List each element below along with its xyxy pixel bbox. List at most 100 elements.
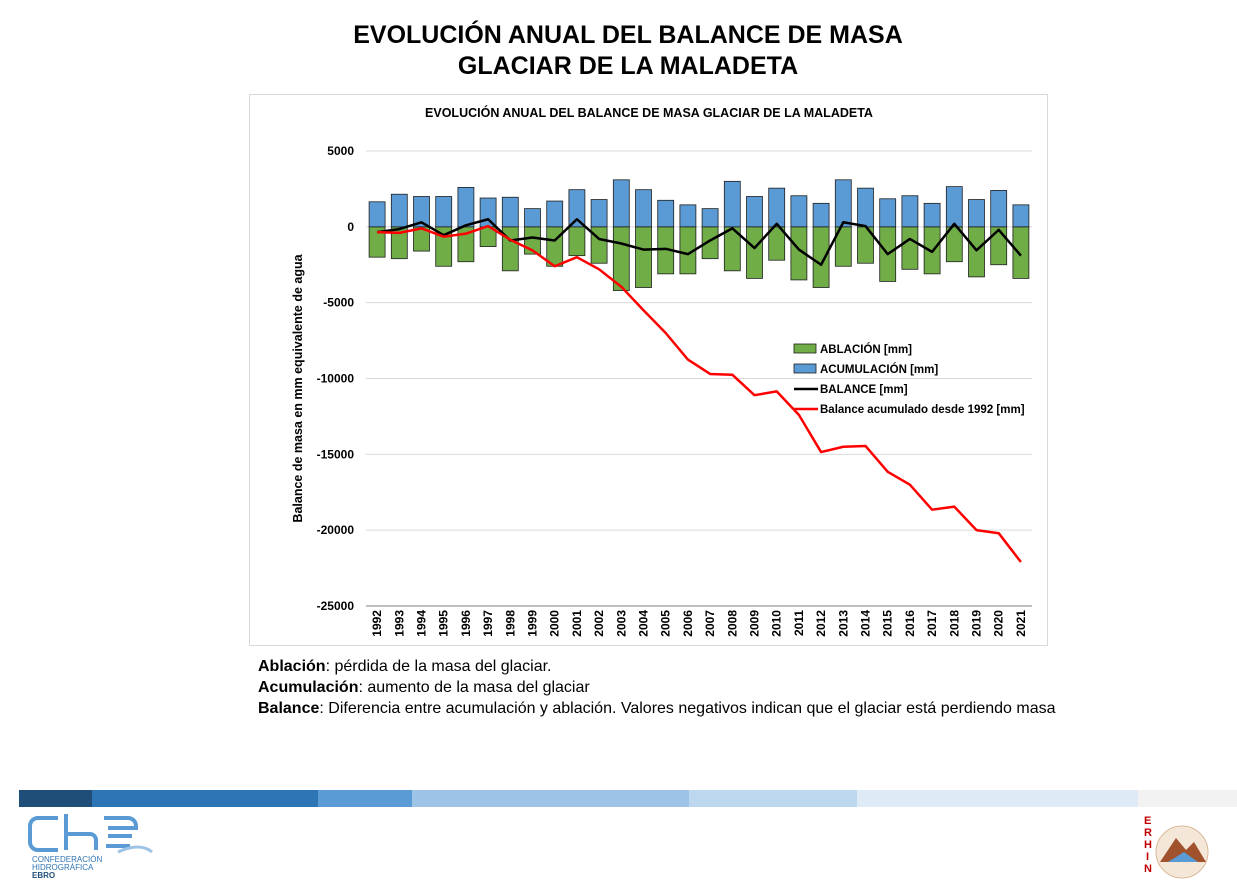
bar (945, 186, 963, 228)
bar (723, 180, 741, 228)
bar (524, 208, 541, 228)
x-tick-label: 2005 (659, 610, 673, 637)
x-tick-label: 2002 (592, 610, 606, 637)
che-logo-line3: EBRO (32, 871, 55, 880)
y-axis-label: Balance de masa en mm equivalente de agu… (291, 253, 305, 522)
x-tick-label: 2003 (614, 610, 628, 637)
chart-svg: EVOLUCIÓN ANUAL DEL BALANCE DE MASA GLAC… (291, 105, 1032, 637)
note-acumulacion: Acumulación: aumento de la masa del glac… (258, 677, 1056, 698)
note-balance: Balance: Diferencia entre acumulación y … (258, 698, 1056, 719)
chart-title: EVOLUCIÓN ANUAL DEL BALANCE DE MASA GLAC… (425, 105, 873, 120)
page-title: EVOLUCIÓN ANUAL DEL BALANCE DE MASA GLAC… (0, 20, 1237, 82)
page-title-line1: EVOLUCIÓN ANUAL DEL BALANCE DE MASA (353, 21, 903, 49)
bar (901, 226, 919, 270)
x-tick-label: 2009 (748, 610, 762, 637)
bar (590, 226, 608, 264)
bar (590, 199, 608, 228)
x-tick-label: 2000 (548, 610, 562, 637)
bar (635, 189, 652, 228)
bar (568, 189, 586, 228)
x-tick-label: 2004 (637, 610, 651, 637)
legend-label: Balance acumulado desde 1992 [mm] (820, 404, 1025, 416)
bar (857, 187, 874, 228)
y-tick-label: -25000 (317, 599, 355, 613)
note-text: : aumento de la masa del glaciar (358, 679, 590, 696)
x-tick-label: 2021 (1014, 610, 1028, 637)
y-tick-label: 5000 (327, 144, 354, 158)
bar (612, 179, 630, 228)
erhin-logo: E R H I N (1144, 815, 1209, 879)
page-title-line2: GLACIAR DE LA MALADETA (457, 52, 799, 80)
y-tick-label: 0 (347, 220, 354, 234)
bar (790, 195, 808, 228)
che-logo-line2: HIDROGRÁFICA (32, 863, 94, 872)
bar (501, 196, 519, 228)
bar (879, 198, 897, 228)
erhin-letter: R (1144, 827, 1152, 839)
bar (635, 226, 652, 288)
che-logo: CONFEDERACIÓN HIDROGRÁFICA EBRO (28, 814, 153, 880)
y-tick-label: -10000 (317, 372, 355, 386)
x-tick-label: 2018 (947, 610, 961, 637)
bar (901, 195, 919, 228)
x-tick-label: 2019 (970, 610, 984, 637)
series-line (376, 218, 1022, 266)
x-tick-label: 1994 (415, 610, 429, 637)
notes: Ablación: pérdida de la masa del glaciar… (258, 656, 1056, 719)
x-tick-label: 2012 (814, 610, 828, 637)
erhin-letter: E (1144, 815, 1151, 827)
che-logo-line1: CONFEDERACIÓN (32, 855, 102, 864)
note-term: Acumulación (258, 679, 359, 696)
x-tick-label: 2016 (903, 610, 917, 637)
bar (768, 187, 786, 228)
bar (657, 199, 675, 228)
bar (457, 187, 475, 228)
footer-stripe-segment (19, 790, 92, 807)
x-tick-label: 2008 (725, 610, 739, 637)
x-tick-label: 2020 (992, 610, 1006, 637)
bar (568, 226, 586, 257)
erhin-letter: H (1144, 839, 1152, 851)
footer-stripe-segment (92, 790, 318, 807)
y-tick-label: -20000 (317, 523, 355, 537)
x-tick-label: 2014 (859, 610, 873, 637)
footer-stripe-segment (1138, 790, 1237, 807)
series-line (377, 224, 1022, 563)
x-tick-label: 2006 (681, 610, 695, 637)
bar (746, 226, 763, 279)
bar (368, 201, 386, 228)
bar (968, 199, 985, 228)
x-tick-label: 2017 (925, 610, 939, 637)
bar (968, 226, 985, 278)
legend-swatch (793, 343, 817, 354)
bar (746, 196, 763, 228)
note-term: Ablación (258, 658, 326, 675)
footer-stripe-segment (412, 790, 689, 807)
bar (479, 197, 497, 228)
bar (679, 204, 697, 228)
y-tick-label: -5000 (323, 296, 354, 310)
bar (701, 208, 719, 228)
x-tick-label: 2001 (570, 610, 584, 637)
x-tick-label: 2011 (792, 610, 806, 636)
bar (390, 193, 408, 228)
bar (1012, 204, 1030, 228)
legend-label: ABLACIÓN [mm] (820, 343, 912, 356)
x-tick-label: 2015 (881, 610, 895, 637)
legend-swatch (793, 363, 817, 374)
bar (834, 179, 852, 228)
x-tick-label: 1997 (481, 610, 495, 637)
note-ablacion: Ablación: pérdida de la masa del glaciar… (258, 656, 1056, 677)
footer-stripe-segment (689, 790, 857, 807)
bar (812, 226, 830, 288)
x-tick-label: 2010 (770, 610, 784, 637)
x-tick-label: 1995 (437, 610, 451, 637)
x-tick-label: 1993 (392, 610, 406, 637)
bar (990, 190, 1008, 228)
x-tick-label: 2013 (836, 610, 850, 637)
x-tick-label: 1999 (526, 610, 540, 637)
bar (435, 196, 453, 228)
y-tick-label: -15000 (317, 447, 355, 461)
footer-stripe-segment (857, 790, 1138, 807)
legend-label: BALANCE [mm] (820, 384, 908, 396)
